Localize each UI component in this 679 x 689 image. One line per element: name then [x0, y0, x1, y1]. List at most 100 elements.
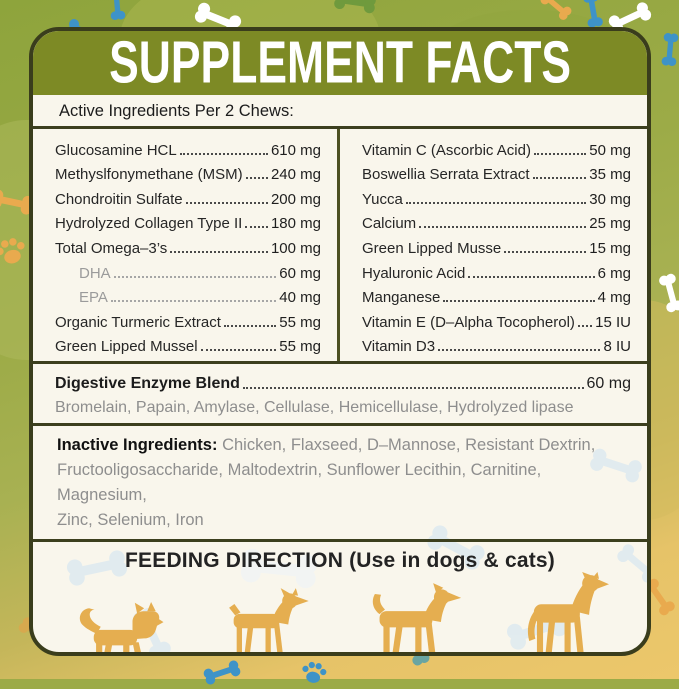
ingredient-row-sub: EPA 40 mg: [55, 282, 321, 307]
ingredient-name: Boswellia Serrata Extract: [362, 166, 530, 184]
supplement-facts-panel: SUPPLEMENT FACTS Active Ingredients Per …: [29, 27, 651, 656]
bone-icon: [654, 268, 679, 318]
ingredient-name: Vitamin D3: [362, 338, 436, 356]
inactive-line: Zinc, Selenium, Iron: [57, 510, 204, 529]
dot-leader: [504, 250, 587, 253]
ingredient-name: Chondroitin Sulfate: [55, 190, 183, 208]
inactive-line: Inactive Ingredients: Chicken, Flaxseed,…: [57, 433, 621, 458]
medium-dog-silhouette-icon: [372, 583, 461, 652]
ingredient-amount: 15 IU: [595, 313, 631, 331]
paw-icon: [0, 232, 31, 270]
ingredient-name: Vitamin C (Ascorbic Acid): [362, 141, 531, 159]
ingredient-row: Hyaluronic Acid 6 mg: [362, 257, 631, 282]
ingredient-amount: 40 mg: [279, 289, 321, 307]
feeding-group-large-dogs: Over 75 lbs 3 Chews: [489, 572, 638, 652]
bone-icon: [329, 0, 382, 17]
ingredient-amount: 180 mg: [270, 215, 321, 233]
dot-leader: [468, 275, 595, 278]
ingredient-row: Vitamin D3 8 IU: [362, 331, 631, 356]
dot-leader: [185, 201, 268, 204]
ingredient-amount: 8 IU: [603, 338, 631, 356]
ingredient-name: Green Lipped Musse: [362, 239, 502, 257]
ingredient-name: EPA: [79, 289, 108, 307]
ingredient-row: Methyslfonymethane (MSM) 240 mg: [55, 159, 321, 184]
dot-leader: [223, 324, 277, 327]
dot-leader: [533, 152, 587, 155]
feeding-direction-section: FEEDING DIRECTION (Use in dogs & cats) A…: [33, 542, 647, 652]
ingredient-name: Manganese: [362, 289, 441, 307]
feeding-group-small-dogs: Up to 25 lbs 1 Chew: [192, 588, 341, 652]
ingredient-name: Vitamin E (D–Alpha Tocopherol): [362, 313, 575, 331]
ingredient-row: Green Lipped Mussel 55 mg: [55, 331, 321, 356]
dot-leader: [532, 177, 587, 180]
active-ingredients-header: Active Ingredients Per 2 Chews:: [33, 95, 647, 129]
ingredient-row: Calcium 25 mg: [362, 208, 631, 233]
ingredient-name: Hydrolyzed Collagen Type II: [55, 215, 243, 233]
dot-leader: [419, 226, 587, 229]
dot-leader: [110, 300, 277, 303]
ingredient-name: Calcium: [362, 215, 417, 233]
inactive-line: Fructooligosaccharide, Maltodextrin, Sun…: [57, 460, 542, 504]
bone-icon: [659, 29, 679, 71]
dot-leader: [443, 300, 595, 303]
paw-icon: [298, 658, 330, 687]
cat-silhouette-icon: [80, 602, 164, 652]
ingredient-name: Organic Turmeric Extract: [55, 313, 221, 331]
inactive-ingredients-section: Inactive Ingredients: Chicken, Flaxseed,…: [33, 426, 647, 542]
dot-leader: [245, 226, 268, 229]
ingredient-name: Green Lipped Mussel: [55, 338, 198, 356]
ingredient-amount: 35 mg: [589, 166, 631, 184]
feeding-direction-title: FEEDING DIRECTION (Use in dogs & cats): [125, 548, 555, 572]
ingredient-amount: 55 mg: [279, 313, 321, 331]
ingredient-row: Organic Turmeric Extract 55 mg: [55, 306, 321, 331]
dot-leader: [438, 349, 601, 352]
ingredient-amount: 15 mg: [589, 239, 631, 257]
ingredient-row: Glucosamine HCL 610 mg: [55, 134, 321, 159]
inactive-text: Chicken, Flaxseed, D–Mannose, Resistant …: [222, 435, 596, 454]
bone-icon: [198, 656, 246, 689]
ingredient-row: Total Omega–3’s 100 mg: [55, 232, 321, 257]
ingredient-amount: 4 mg: [597, 289, 631, 307]
large-dog-silhouette-icon: [527, 572, 609, 652]
ingredient-amount: 60 mg: [586, 375, 631, 393]
ingredient-row: Boswellia Serrata Extract 35 mg: [362, 159, 631, 184]
inactive-label: Inactive Ingredients:: [57, 435, 218, 454]
small-dog-silhouette-icon: [229, 588, 309, 652]
feeding-groups: All sizes cats 1 Chew Up to 25: [33, 572, 647, 652]
ingredients-column-right: Vitamin C (Ascorbic Acid) 50 mg Boswellia…: [340, 129, 647, 361]
dot-leader: [242, 387, 584, 390]
enzyme-components: Bromelain, Papain, Amylase, Cellulase, H…: [55, 399, 574, 417]
ingredient-amount: 55 mg: [279, 338, 321, 356]
ingredient-amount: 6 mg: [597, 264, 631, 282]
dot-leader: [405, 201, 587, 204]
dot-leader: [179, 152, 268, 155]
bone-icon: [535, 0, 578, 26]
ingredient-amount: 610 mg: [270, 141, 321, 159]
dot-leader: [200, 349, 277, 352]
ingredients-column-left: Glucosamine HCL 610 mg Methyslfonymethane…: [33, 129, 340, 362]
bone-icon: [106, 0, 128, 24]
ingredient-row: Manganese 4 mg: [362, 282, 631, 307]
ingredient-row-sub: DHA 60 mg: [55, 257, 321, 282]
ingredient-row: Vitamin C (Ascorbic Acid) 50 mg: [362, 134, 631, 159]
panel-header: SUPPLEMENT FACTS: [33, 31, 647, 95]
ingredient-name: Total Omega–3’s: [55, 239, 168, 257]
dot-leader: [113, 275, 277, 278]
ingredient-row: Green Lipped Musse 15 mg: [362, 232, 631, 257]
ingredient-row: Digestive Enzyme Blend 60 mg: [55, 371, 631, 393]
digestive-enzyme-section: Digestive Enzyme Blend 60 mg Bromelain, …: [33, 364, 647, 426]
ingredient-name: Hyaluronic Acid: [362, 264, 466, 282]
ingredient-amount: 50 mg: [589, 141, 631, 159]
ingredient-name: Glucosamine HCL: [55, 141, 177, 159]
dot-leader: [577, 324, 593, 327]
ingredient-row: Hydrolyzed Collagen Type II 180 mg: [55, 208, 321, 233]
page-title: SUPPLEMENT FACTS: [109, 31, 571, 95]
ingredient-name: Yucca: [362, 190, 403, 208]
ingredient-name: Digestive Enzyme Blend: [55, 375, 240, 393]
ingredient-amount: 25 mg: [589, 215, 631, 233]
ingredient-amount: 100 mg: [270, 239, 321, 257]
dot-leader: [245, 177, 268, 180]
ingredient-amount: 240 mg: [270, 166, 321, 184]
feeding-group-medium-dogs: 26–75 lbs 2 Chews: [340, 583, 489, 652]
dot-leader: [170, 250, 268, 253]
